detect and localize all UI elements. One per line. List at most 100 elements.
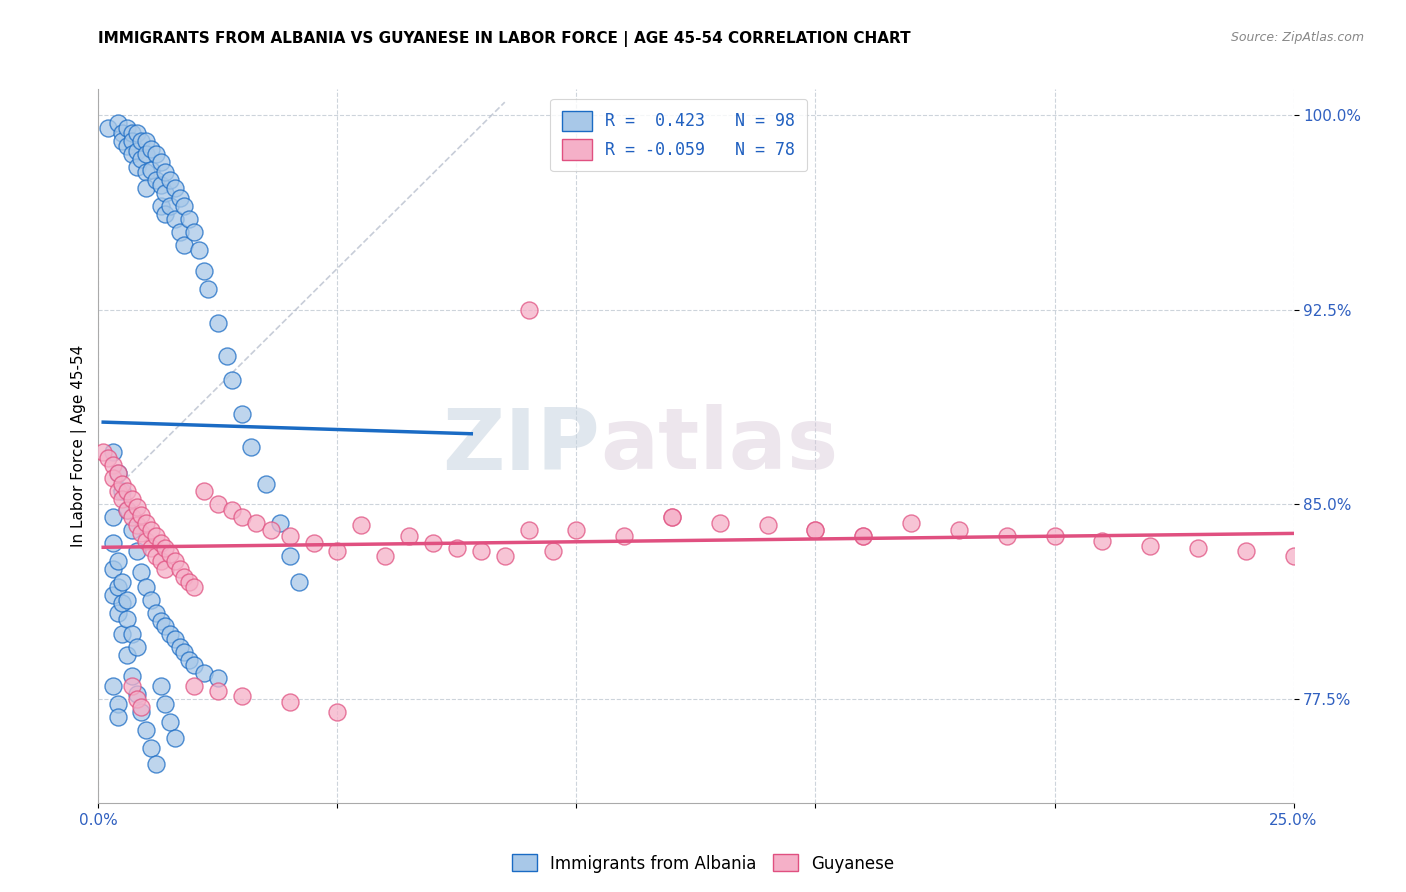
Point: [135, 516, 157, 530]
Point: [259, 524, 281, 538]
Point: [145, 549, 167, 564]
Point: [149, 178, 172, 193]
Point: [231, 690, 253, 704]
Point: [1234, 544, 1257, 558]
Point: [111, 484, 134, 499]
Point: [121, 510, 143, 524]
Point: [900, 516, 922, 530]
Point: [221, 502, 243, 516]
Point: [107, 467, 129, 481]
Point: [159, 715, 181, 730]
Point: [163, 181, 186, 195]
Point: [125, 544, 148, 558]
Point: [278, 549, 301, 564]
Point: [173, 199, 195, 213]
Point: [173, 645, 195, 659]
Point: [135, 134, 157, 148]
Point: [121, 492, 143, 507]
Point: [207, 316, 229, 330]
Point: [145, 173, 167, 187]
Text: ZIP: ZIP: [443, 404, 600, 488]
Point: [125, 145, 148, 159]
Point: [111, 627, 134, 641]
Point: [101, 588, 124, 602]
Legend: Immigrants from Albania, Guyanese: Immigrants from Albania, Guyanese: [505, 847, 901, 880]
Point: [159, 199, 181, 213]
Point: [163, 731, 186, 745]
Point: [183, 658, 205, 673]
Point: [111, 492, 134, 507]
Point: [709, 516, 731, 530]
Point: [804, 524, 827, 538]
Point: [422, 536, 444, 550]
Point: [101, 679, 124, 693]
Text: Source: ZipAtlas.com: Source: ZipAtlas.com: [1230, 31, 1364, 45]
Point: [278, 695, 301, 709]
Point: [139, 593, 162, 607]
Point: [231, 407, 253, 421]
Point: [115, 648, 138, 662]
Point: [1187, 541, 1209, 556]
Point: [111, 134, 134, 148]
Point: [121, 668, 143, 682]
Point: [139, 142, 162, 156]
Point: [470, 544, 492, 558]
Point: [302, 536, 325, 550]
Point: [948, 524, 970, 538]
Point: [115, 611, 138, 625]
Point: [149, 614, 172, 628]
Point: [135, 165, 157, 179]
Point: [1043, 528, 1066, 542]
Point: [131, 565, 153, 579]
Point: [115, 593, 138, 607]
Point: [326, 705, 349, 719]
Point: [155, 541, 177, 556]
Point: [1139, 539, 1161, 553]
Point: [107, 697, 129, 711]
Text: IMMIGRANTS FROM ALBANIA VS GUYANESE IN LABOR FORCE | AGE 45-54 CORRELATION CHART: IMMIGRANTS FROM ALBANIA VS GUYANESE IN L…: [98, 31, 911, 47]
Point: [101, 445, 124, 459]
Point: [804, 524, 827, 538]
Point: [661, 510, 683, 524]
Point: [139, 541, 162, 556]
Point: [254, 476, 277, 491]
Point: [163, 632, 186, 647]
Point: [91, 445, 114, 459]
Point: [207, 671, 229, 685]
Point: [217, 350, 239, 364]
Point: [125, 126, 148, 140]
Point: [139, 741, 162, 756]
Point: [169, 191, 191, 205]
Point: [193, 666, 215, 681]
Point: [995, 528, 1018, 542]
Point: [163, 554, 186, 568]
Point: [179, 211, 201, 226]
Point: [125, 518, 148, 533]
Point: [193, 484, 215, 499]
Point: [111, 596, 134, 610]
Point: [101, 536, 124, 550]
Point: [179, 575, 201, 590]
Point: [107, 484, 129, 499]
Point: [149, 154, 172, 169]
Point: [169, 640, 191, 654]
Point: [115, 502, 138, 516]
Point: [125, 160, 148, 174]
Point: [155, 165, 177, 179]
Point: [125, 640, 148, 654]
Point: [107, 554, 129, 568]
Point: [149, 536, 172, 550]
Point: [111, 575, 134, 590]
Point: [135, 147, 157, 161]
Point: [231, 510, 253, 524]
Point: [125, 687, 148, 701]
Point: [131, 153, 153, 167]
Point: [115, 121, 138, 136]
Point: [101, 471, 124, 485]
Point: [852, 528, 875, 542]
Point: [135, 533, 157, 548]
Point: [207, 684, 229, 698]
Point: [131, 705, 153, 719]
Point: [1282, 549, 1305, 564]
Point: [541, 544, 564, 558]
